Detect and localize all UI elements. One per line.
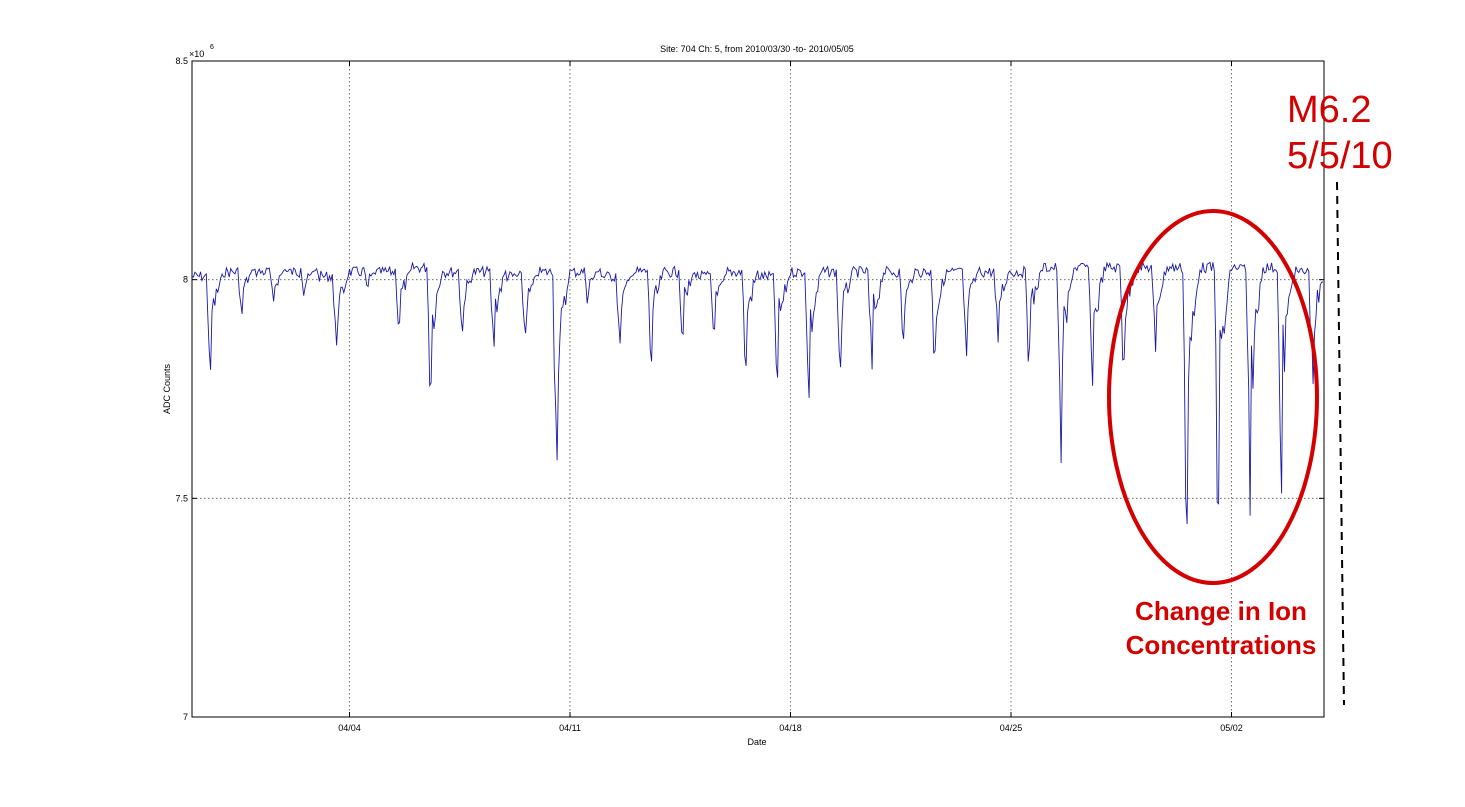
grid bbox=[192, 61, 1324, 717]
x-tick-label: 04/25 bbox=[1000, 723, 1023, 733]
y-axis-label: ADC Counts bbox=[162, 363, 172, 414]
chart-title: Site: 704 Ch: 5, from 2010/03/30 -to- 20… bbox=[660, 44, 854, 54]
plot-area bbox=[191, 60, 1325, 718]
x-tick-label: 04/04 bbox=[338, 723, 361, 733]
series-line bbox=[191, 260, 1324, 525]
highlight-label-line2: Concentrations bbox=[1126, 630, 1317, 660]
y-tick-label: 8.5 bbox=[175, 56, 188, 66]
event-label-magnitude: M6.2 bbox=[1287, 89, 1371, 131]
y-tick-label: 8 bbox=[183, 275, 188, 285]
x-axis-label: Date bbox=[747, 737, 766, 747]
x-tick-label: 05/02 bbox=[1220, 723, 1243, 733]
ticks: 7 7.5 8 8.5 04/04 04/11 04/18 04/25 05/02 bbox=[175, 56, 1324, 733]
x-tick-label: 04/18 bbox=[779, 723, 802, 733]
y-multiplier-exponent: 6 bbox=[210, 44, 214, 51]
x-tick-label: 04/11 bbox=[559, 723, 581, 733]
highlight-ellipse bbox=[1107, 209, 1319, 585]
y-tick-label: 7 bbox=[183, 712, 188, 722]
event-dashed-line bbox=[1336, 181, 1345, 706]
highlight-label-line1: Change in Ion bbox=[1135, 596, 1307, 626]
y-tick-label: 7.5 bbox=[175, 493, 188, 503]
y-multiplier: ×10 bbox=[189, 49, 204, 59]
event-label-date: 5/5/10 bbox=[1287, 135, 1393, 177]
